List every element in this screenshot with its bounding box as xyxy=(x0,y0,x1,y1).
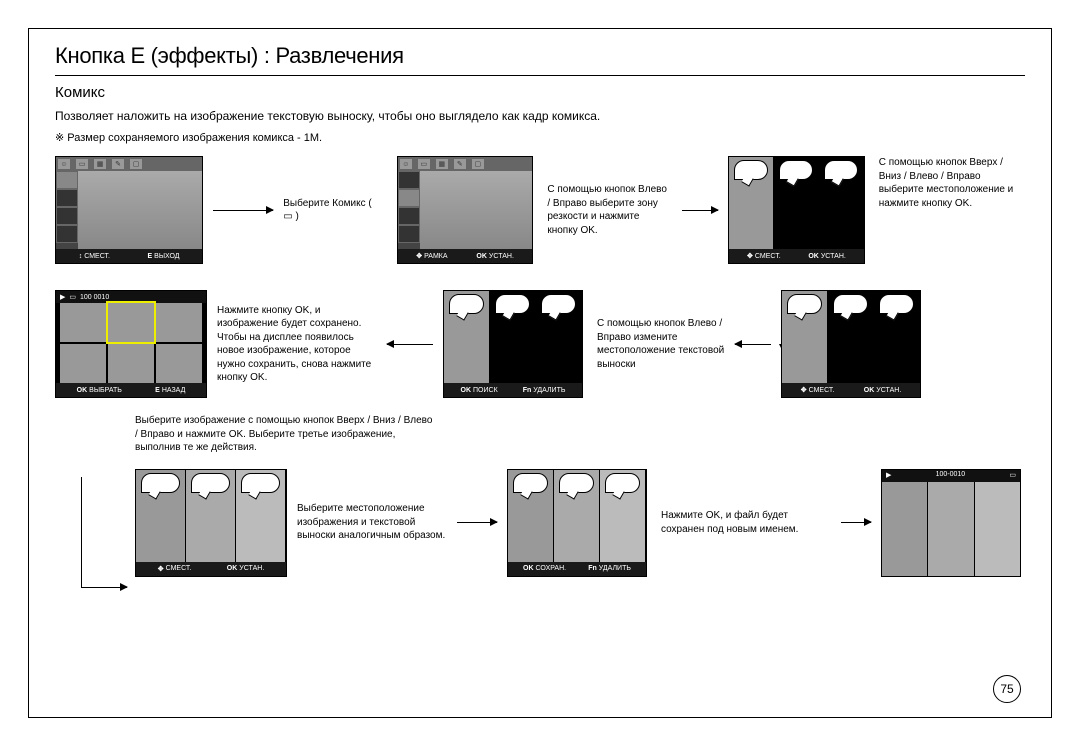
row-2: ▶ ▭ 100 0010 OK ВЫБРАТЬ E НАЗАД Нажмите … xyxy=(55,290,1025,398)
bottom-bar: OK СОХРАН. Fn УДАЛИТЬ xyxy=(508,562,646,576)
page-title: Кнопка Е (эффекты) : Развлечения xyxy=(55,43,1025,76)
speech-bubble-icon xyxy=(449,294,484,314)
comic-panel xyxy=(490,291,536,397)
speech-bubble-icon xyxy=(541,294,576,314)
photo-preview xyxy=(78,171,202,249)
bottom-bar: ✥ РАМКА OK УСТАН. xyxy=(398,249,533,263)
comic-panel xyxy=(600,470,646,576)
speech-bubble-icon xyxy=(879,294,914,314)
side-icon-bar xyxy=(398,171,420,249)
bottom-bar: ✥ СМЕСТ. OK УСТАН. xyxy=(136,562,286,576)
row-3: ✥ СМЕСТ. OK УСТАН. Выберите местоположен… xyxy=(135,469,1025,577)
intro-text: Позволяет наложить на изображение тексто… xyxy=(55,109,1025,123)
step-4-caption: С помощью кнопок Влево / Вправо измените… xyxy=(597,317,725,371)
comic-panel xyxy=(882,482,928,576)
screen-step-3: ✥ СМЕСТ. OK УСТАН. xyxy=(728,156,865,264)
arrow-corner xyxy=(81,477,82,587)
bottom-bar: ✥ СМЕСТ. OK УСТАН. xyxy=(729,249,864,263)
screen-header: ▶ ▭ 100 0010 xyxy=(56,291,206,303)
speech-bubble-icon xyxy=(513,473,548,493)
speech-bubble-icon xyxy=(734,160,768,180)
comic-panel xyxy=(819,157,864,263)
page-number: 75 xyxy=(993,675,1021,703)
comic-panel xyxy=(928,482,974,576)
screen-step-7: ✥ СМЕСТ. OK УСТАН. xyxy=(135,469,287,577)
screen-step-2: ☺▭▦✎▢ МУЛЬТИК ✥ РАМКА OK УСТАН. xyxy=(397,156,534,264)
comic-panel xyxy=(236,470,286,576)
step-5-caption: Нажмите кнопку OK, и изображение будет с… xyxy=(217,304,377,385)
speech-bubble-icon xyxy=(779,160,813,180)
arrow-right-icon xyxy=(682,210,718,211)
comic-panel xyxy=(554,470,600,576)
row-1: ☺▭▦✎▢ FUN ↕ СМЕСТ. E ВЫХОД Выберите Коми… xyxy=(55,156,1025,264)
comic-panel xyxy=(536,291,582,397)
thumbnail-grid xyxy=(60,303,202,383)
comic-panel xyxy=(782,291,828,397)
photo-preview xyxy=(420,171,533,249)
arrow-right-icon xyxy=(457,522,497,523)
comic-panel xyxy=(828,291,874,397)
comic-panel xyxy=(444,291,490,397)
speech-bubble-icon xyxy=(605,473,640,493)
screen-step-8: OK СОХРАН. Fn УДАЛИТЬ xyxy=(507,469,647,577)
speech-bubble-icon xyxy=(241,473,280,493)
speech-bubble-icon xyxy=(824,160,858,180)
comic-panel xyxy=(136,470,186,576)
speech-bubble-icon xyxy=(787,294,822,314)
screen-step-6: ▶ ▭ 100 0010 OK ВЫБРАТЬ E НАЗАД xyxy=(55,290,207,398)
screen-step-1: ☺▭▦✎▢ FUN ↕ СМЕСТ. E ВЫХОД xyxy=(55,156,203,264)
arrow-right-icon xyxy=(841,522,871,523)
screen-header: ▶100-0010▭ xyxy=(882,470,1020,482)
step-6-caption: Выберите изображение с помощью кнопок Вв… xyxy=(135,414,435,455)
side-icon-bar xyxy=(56,171,78,249)
comic-panel xyxy=(975,482,1020,576)
screen-step-5: OK ПОИСК Fn УДАЛИТЬ xyxy=(443,290,583,398)
comic-panel xyxy=(508,470,554,576)
comic-panel xyxy=(774,157,819,263)
step-7-caption: Выберите местоположение изображения и те… xyxy=(297,502,447,543)
comic-panel xyxy=(874,291,920,397)
size-note: ※ Размер сохраняемого изображения комикс… xyxy=(55,131,1025,144)
top-icon-bar: ☺▭▦✎▢ xyxy=(398,157,533,171)
speech-bubble-icon xyxy=(191,473,230,493)
bottom-bar: OK ПОИСК Fn УДАЛИТЬ xyxy=(444,383,582,397)
comic-panel xyxy=(729,157,774,263)
screen-step-4: ✥ СМЕСТ. OK УСТАН. xyxy=(781,290,921,398)
step-3-caption: С помощью кнопок Вверх / Вниз / Влево / … xyxy=(879,156,1025,210)
speech-bubble-icon xyxy=(559,473,594,493)
bottom-bar: OK ВЫБРАТЬ E НАЗАД xyxy=(56,383,206,397)
arrow-corner-h xyxy=(81,587,127,588)
section-title: Комикс xyxy=(55,84,1025,101)
bottom-bar: ↕ СМЕСТ. E ВЫХОД xyxy=(56,249,202,263)
speech-bubble-icon xyxy=(141,473,180,493)
screen-step-9: ▶100-0010▭ xyxy=(881,469,1021,577)
step-1-caption: Выберите Комикс ( ▭ ) xyxy=(283,197,381,224)
arrow-left-icon xyxy=(387,344,433,345)
speech-bubble-icon xyxy=(833,294,868,314)
comic-panel xyxy=(186,470,236,576)
top-icon-bar: ☺▭▦✎▢ xyxy=(56,157,202,171)
bottom-bar: ✥ СМЕСТ. OK УСТАН. xyxy=(782,383,920,397)
arrow-left-icon xyxy=(735,344,771,345)
step-2-caption: С помощью кнопок Влево / Вправо выберите… xyxy=(547,183,672,237)
arrow-right-icon xyxy=(213,210,273,211)
speech-bubble-icon xyxy=(495,294,530,314)
step-8-caption: Нажмите OK, и файл будет сохранен под но… xyxy=(661,509,831,536)
